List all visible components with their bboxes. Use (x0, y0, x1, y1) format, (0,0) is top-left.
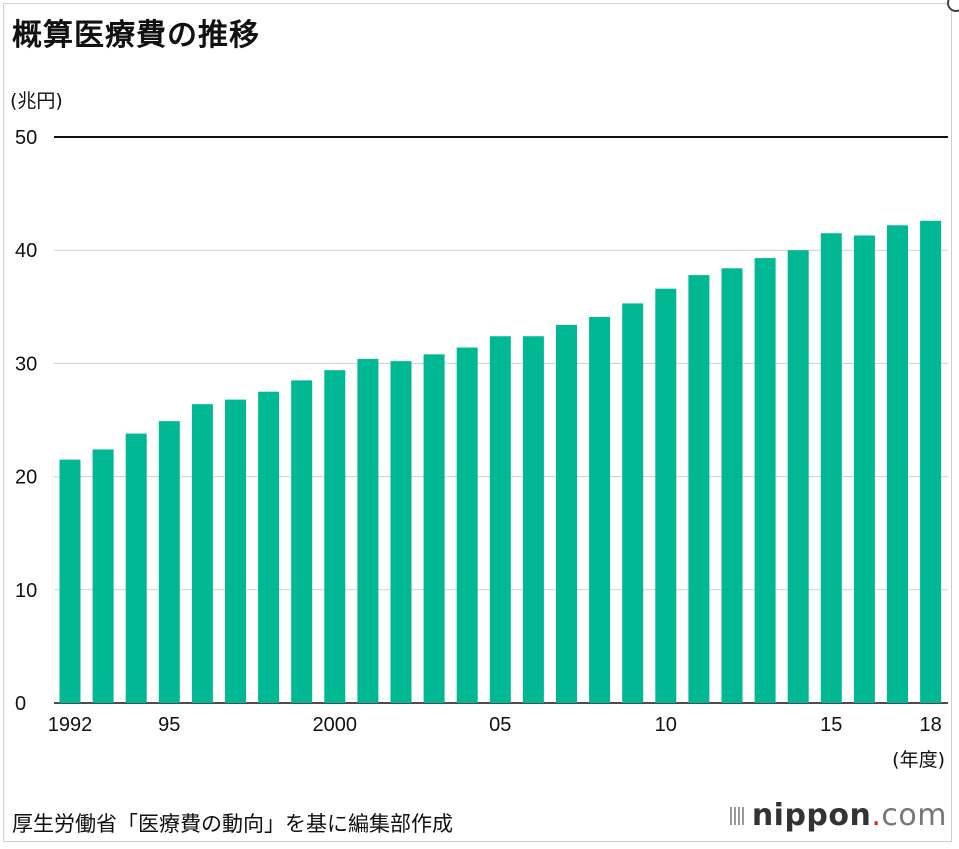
bar-2015 (820, 233, 842, 703)
y-tick-label: 40 (15, 240, 37, 262)
x-tick-label: 10 (655, 714, 677, 736)
x-tick-label: 95 (158, 714, 180, 736)
bar-2018 (920, 220, 942, 703)
bar-2013 (754, 258, 776, 703)
bar-2006 (522, 336, 544, 703)
bar-1998 (258, 391, 280, 703)
bar-1992 (59, 459, 81, 703)
logo-bars-icon (729, 806, 744, 825)
bar-1999 (291, 380, 313, 703)
logo-suffix: com (881, 798, 947, 833)
bar-2001 (357, 358, 379, 703)
bar-1994 (125, 433, 147, 703)
source-note: 厚生労働省「医療費の動向」を基に編集部作成 (12, 812, 453, 836)
x-tick-label: 2000 (313, 714, 358, 736)
bar-2005 (489, 336, 511, 703)
bar-1995 (158, 421, 180, 703)
y-tick-label: 50 (15, 127, 37, 149)
bar-2000 (324, 370, 346, 703)
corner-close-icon[interactable] (947, 0, 959, 12)
x-axis-unit-label: (年度) (892, 749, 945, 771)
bar-2016 (853, 235, 875, 703)
bar-2014 (787, 250, 809, 703)
y-tick-label: 0 (15, 693, 26, 715)
logo-name: nippon (751, 798, 872, 833)
bar-2003 (423, 354, 445, 703)
bar-2010 (655, 288, 677, 703)
logo-dot: . (871, 798, 882, 833)
x-tick-label: 15 (820, 714, 842, 736)
bar-2012 (721, 268, 743, 703)
x-tick-label: 1992 (48, 714, 93, 736)
bar-2008 (589, 316, 611, 703)
bar-2009 (622, 303, 644, 703)
bar-2004 (456, 347, 478, 703)
y-tick-label: 30 (15, 353, 37, 375)
bar-2017 (887, 225, 908, 703)
y-tick-label: 10 (15, 580, 37, 602)
y-tick-label: 20 (15, 467, 37, 489)
bar-1993 (92, 449, 114, 703)
bar-1997 (225, 399, 246, 703)
y-axis-unit-label: (兆円) (10, 90, 63, 112)
bar-2002 (390, 361, 412, 703)
bar-1996 (191, 404, 213, 703)
nippon-logo: nippon. com (729, 798, 947, 833)
chart-title: 概算医療費の推移 (12, 18, 260, 53)
bar-2011 (688, 275, 710, 703)
x-tick-label: 18 (919, 714, 941, 736)
x-tick-label: 05 (489, 714, 511, 736)
chart-frame (3, 3, 952, 842)
bar-2007 (556, 324, 577, 703)
